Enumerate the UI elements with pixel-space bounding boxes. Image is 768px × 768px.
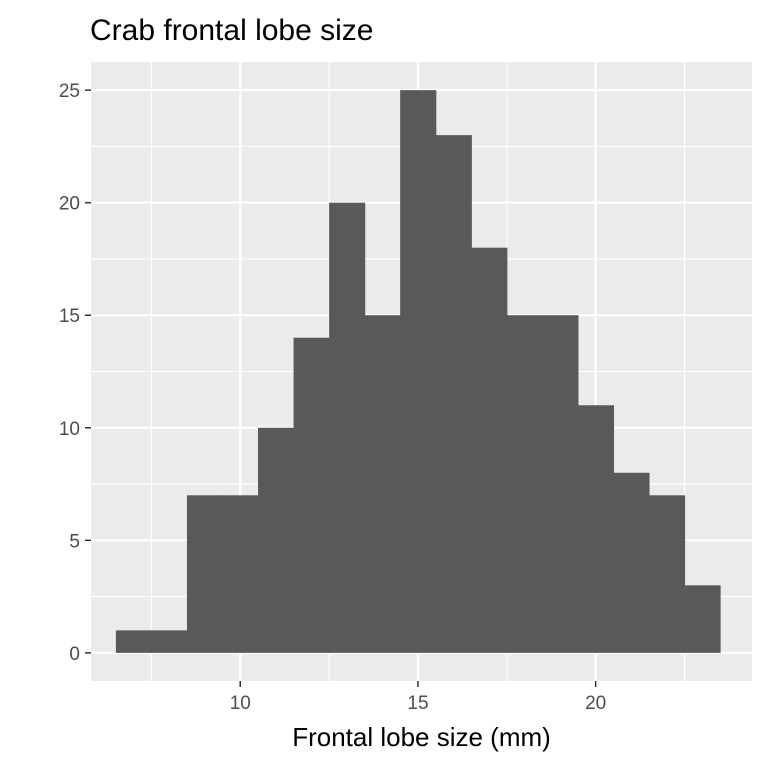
histogram-bar	[435, 135, 472, 653]
histogram-bar	[364, 315, 401, 653]
y-tick-label: 10	[59, 419, 80, 440]
axes: 0 5 10 15 20 25 10 15 20	[59, 81, 606, 714]
x-tick-label: 10	[230, 693, 251, 714]
histogram-bar	[222, 495, 259, 653]
histogram-bar	[648, 495, 686, 653]
histogram-bar	[258, 427, 295, 653]
y-tick-label: 0	[69, 644, 80, 665]
histogram-bar	[115, 630, 153, 653]
y-tick-label: 5	[69, 531, 80, 552]
bars	[115, 90, 721, 653]
histogram-bar	[329, 202, 366, 653]
y-tick-label: 15	[59, 306, 80, 327]
histogram-bar	[613, 472, 650, 653]
x-tick-label: 15	[407, 693, 428, 714]
x-axis-title: Frontal lobe size (mm)	[292, 722, 551, 752]
chart-title: Crab frontal lobe size	[90, 14, 373, 47]
histogram-bar	[471, 247, 508, 653]
y-tick-label: 25	[59, 81, 80, 102]
x-tick-label: 20	[585, 693, 606, 714]
y-tick-label: 20	[59, 194, 80, 215]
histogram-bar	[400, 90, 437, 653]
histogram-bar	[506, 315, 543, 653]
histogram-bar	[151, 630, 188, 653]
histogram-bar	[577, 405, 615, 653]
histogram-bar	[684, 585, 721, 653]
histogram-bar	[542, 315, 579, 653]
histogram-bar	[293, 337, 330, 653]
histogram-bar	[186, 495, 224, 653]
